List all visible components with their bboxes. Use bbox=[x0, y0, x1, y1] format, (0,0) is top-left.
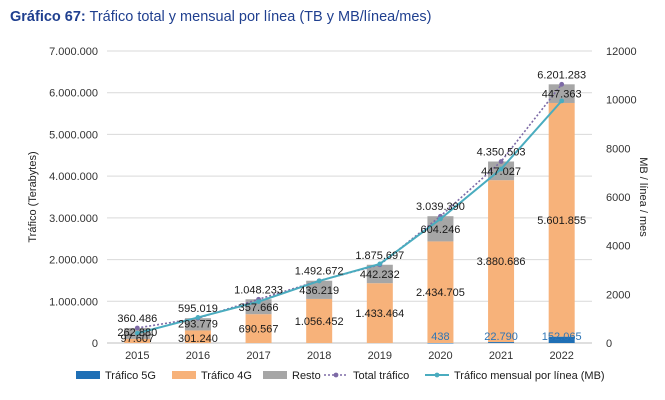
label-resto: 447.363 bbox=[542, 89, 582, 101]
label-4g: 1.056.452 bbox=[295, 316, 344, 328]
label-resto: 436.219 bbox=[299, 285, 339, 297]
y-tick-label: 6.000.000 bbox=[49, 88, 98, 100]
chart-title: Gráfico 67: Tráfico total y mensual por … bbox=[10, 9, 431, 25]
y2-tick-label: 10000 bbox=[606, 95, 637, 107]
label-resto: 357.666 bbox=[239, 302, 279, 314]
point-trafico-mensual bbox=[256, 299, 261, 305]
label-total-trafico: 6.201.283 bbox=[537, 69, 586, 81]
point-trafico-mensual bbox=[377, 261, 383, 267]
legend-trafico-mensual-marker bbox=[434, 372, 440, 378]
legend-trafico-mensual-label: Tráfico mensual por línea (MB) bbox=[454, 370, 605, 382]
label-5g: 152.065 bbox=[542, 331, 582, 343]
bar-resto bbox=[366, 264, 393, 284]
legend-5g-swatch bbox=[76, 371, 100, 379]
point-trafico-mensual bbox=[438, 216, 443, 222]
label-4g: 690.567 bbox=[239, 324, 279, 336]
point-trafico-mensual bbox=[316, 278, 322, 284]
label-resto: 262.880 bbox=[117, 327, 157, 339]
y-tick-label: 4.000.000 bbox=[49, 171, 98, 183]
point-total-trafico bbox=[559, 81, 565, 87]
legend-4g-label: Tráfico 4G bbox=[201, 370, 252, 382]
x-tick-label: 2020 bbox=[428, 350, 452, 362]
legend-total-trafico-label: Total tráfico bbox=[353, 370, 409, 382]
y2-tick-label: 0 bbox=[606, 338, 612, 350]
label-4g: 5.601.855 bbox=[537, 215, 586, 227]
y-tick-label: 5.000.000 bbox=[49, 129, 98, 141]
bar-resto bbox=[548, 84, 575, 103]
bar-4g bbox=[245, 314, 272, 343]
y-tick-label: 1.000.000 bbox=[49, 296, 98, 308]
bar-5g bbox=[488, 342, 515, 343]
chart-title-text: Tráfico total y mensual por línea (TB y … bbox=[89, 9, 432, 25]
bar-resto bbox=[306, 280, 333, 299]
y-tick-label: 7.000.000 bbox=[49, 46, 98, 58]
y2-tick-label: 4000 bbox=[606, 241, 630, 253]
bar-resto bbox=[184, 318, 211, 331]
label-4g: 3.880.686 bbox=[477, 256, 526, 268]
x-tick-label: 2019 bbox=[368, 350, 392, 362]
y-tick-label: 0 bbox=[92, 338, 98, 350]
line-trafico-mensual bbox=[137, 100, 563, 335]
legend-4g-swatch bbox=[172, 371, 196, 379]
point-trafico-mensual bbox=[559, 98, 565, 104]
label-total-trafico: 3.039.390 bbox=[416, 201, 465, 213]
label-resto: 442.232 bbox=[360, 269, 400, 281]
bar-5g bbox=[548, 336, 575, 343]
label-4g: 301.240 bbox=[178, 333, 218, 345]
label-4g: 1.433.464 bbox=[355, 308, 404, 320]
bar-5g bbox=[427, 342, 454, 344]
y2-tick-label: 12000 bbox=[606, 46, 637, 58]
x-tick-label: 2018 bbox=[307, 350, 331, 362]
label-5g: 22.790 bbox=[484, 331, 518, 343]
label-total-trafico: 1.492.672 bbox=[295, 266, 344, 278]
legend-5g-label: Tráfico 5G bbox=[105, 370, 156, 382]
legend-total-trafico-marker bbox=[333, 372, 339, 378]
bar-4g bbox=[184, 330, 211, 343]
legend-resto-swatch bbox=[263, 371, 287, 379]
label-total-trafico: 595.019 bbox=[178, 303, 218, 315]
label-4g: 97.607 bbox=[120, 333, 154, 345]
point-trafico-mensual bbox=[195, 315, 201, 320]
legend-resto-label: Resto bbox=[292, 370, 321, 382]
bar-4g bbox=[427, 241, 454, 343]
x-tick-label: 2022 bbox=[549, 350, 573, 362]
label-total-trafico: 1.048.233 bbox=[234, 284, 283, 296]
y-tick-label: 2.000.000 bbox=[49, 255, 98, 267]
y2-tick-label: 2000 bbox=[606, 289, 630, 301]
bar-4g bbox=[124, 338, 151, 343]
x-tick-label: 2021 bbox=[489, 350, 513, 362]
y2-tick-label: 8000 bbox=[606, 143, 630, 155]
y2-axis-title: MB / línea / mes bbox=[637, 157, 649, 237]
y-tick-label: 3.000.000 bbox=[49, 213, 98, 225]
label-total-trafico: 4.350.503 bbox=[477, 147, 526, 159]
bar-4g bbox=[488, 180, 515, 343]
point-total-trafico bbox=[498, 159, 504, 164]
point-total-trafico bbox=[134, 325, 140, 331]
line-total-trafico bbox=[137, 83, 563, 329]
point-trafico-mensual bbox=[134, 330, 140, 336]
x-tick-label: 2015 bbox=[125, 350, 149, 362]
label-resto: 447.027 bbox=[481, 166, 521, 178]
x-tick-label: 2016 bbox=[186, 350, 210, 362]
label-4g: 2.434.705 bbox=[416, 287, 465, 299]
x-tick-label: 2017 bbox=[246, 350, 270, 362]
label-resto: 604.246 bbox=[421, 224, 461, 236]
label-5g: 438 bbox=[431, 331, 449, 343]
y2-tick-label: 6000 bbox=[606, 192, 630, 204]
bar-4g bbox=[306, 298, 333, 343]
bar-4g bbox=[366, 283, 393, 343]
label-total-trafico: 1.875.697 bbox=[355, 250, 404, 262]
chart-title-label: Gráfico 67: bbox=[10, 9, 86, 25]
bar-4g bbox=[548, 102, 575, 337]
y-axis-title: Tráfico (Terabytes) bbox=[27, 151, 39, 242]
point-trafico-mensual bbox=[498, 166, 504, 172]
label-resto: 293.779 bbox=[178, 318, 218, 330]
label-total-trafico: 360.486 bbox=[117, 313, 157, 325]
